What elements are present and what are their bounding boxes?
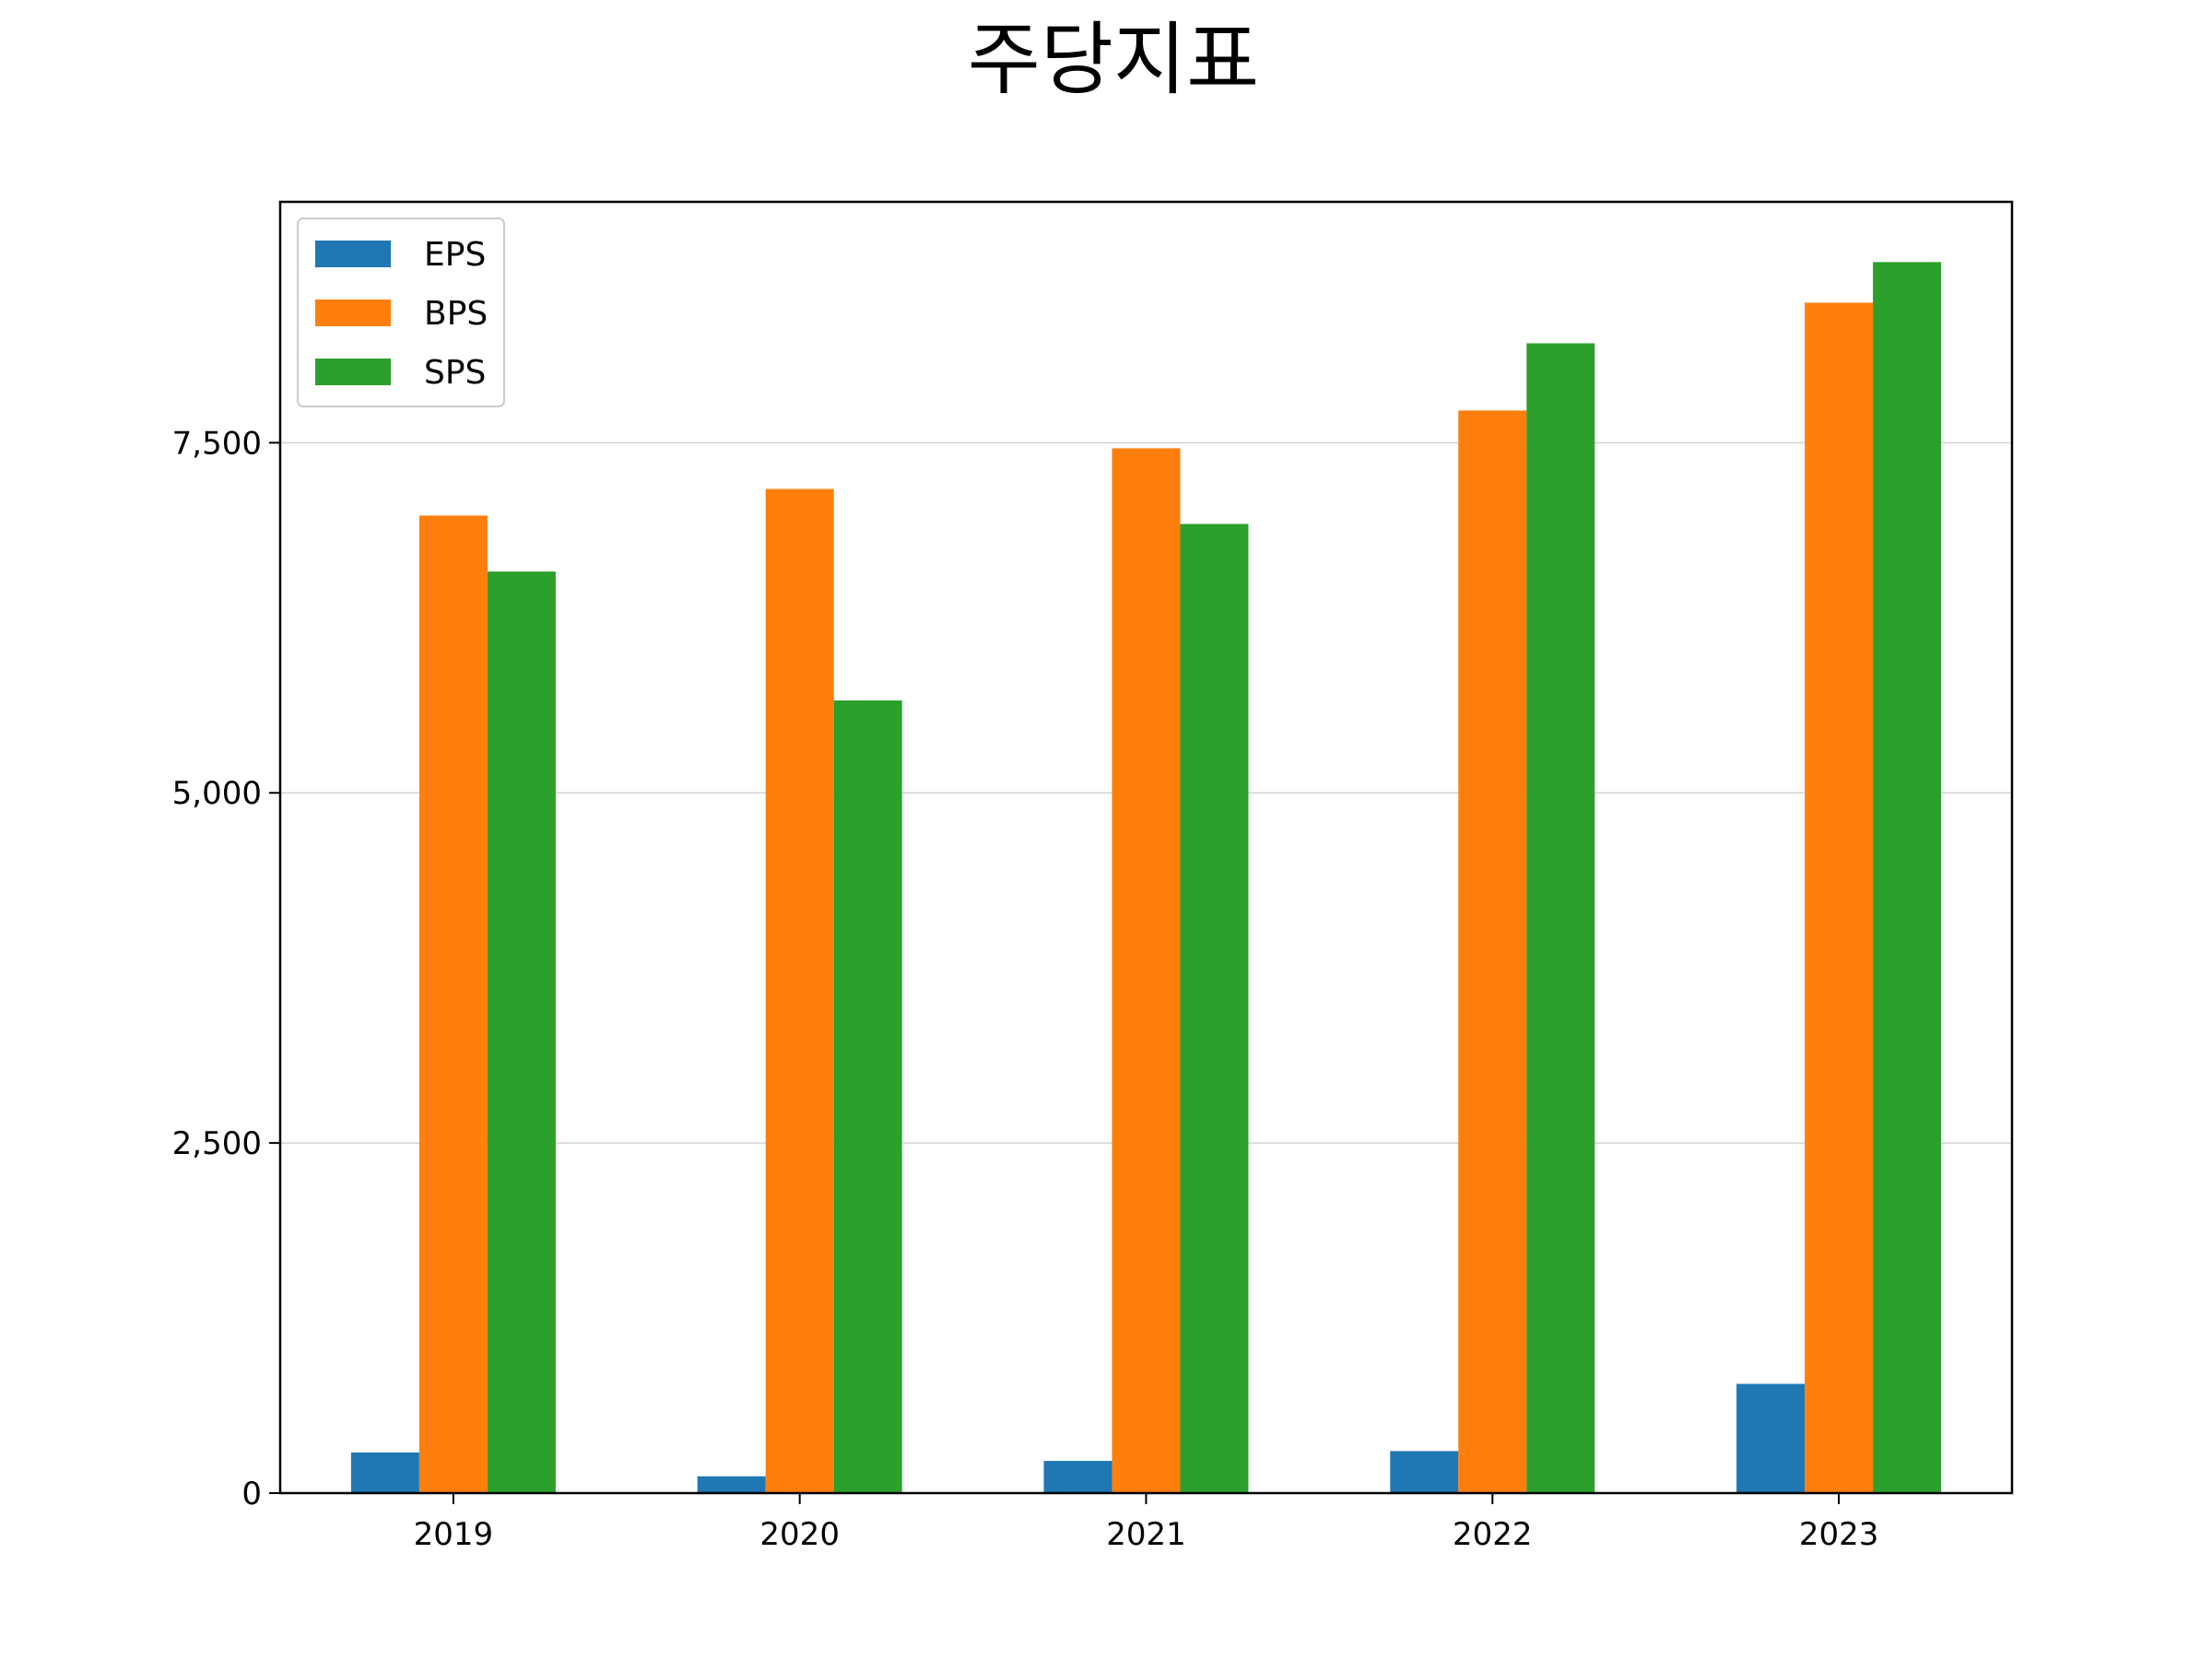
legend-swatch-bps [315, 300, 391, 326]
x-tick-label: 2022 [1453, 1516, 1533, 1553]
bar-eps-2023 [1736, 1383, 1806, 1493]
bar-sps-2019 [487, 571, 556, 1493]
legend-label-bps: BPS [424, 295, 488, 333]
y-tick-label: 0 [241, 1476, 262, 1512]
chart-title: 주당지표 [968, 14, 1259, 106]
bar-sps-2021 [1180, 524, 1249, 1493]
bar-bps-2022 [1458, 410, 1527, 1493]
legend: EPS BPS SPS [297, 218, 505, 407]
y-tick-label: 7,500 [172, 425, 262, 462]
bar-sps-2020 [833, 700, 902, 1493]
bar-eps-2019 [350, 1452, 419, 1493]
y-tick-label: 5,000 [172, 775, 262, 812]
x-tick-label: 2023 [1799, 1516, 1879, 1553]
y-tick-label: 2,500 [172, 1125, 262, 1162]
legend-label-sps: SPS [424, 354, 486, 392]
bars [350, 262, 1942, 1494]
bar-bps-2019 [418, 515, 488, 1494]
x-tick-label: 2021 [1106, 1516, 1186, 1553]
x-axis: 2019 2020 2021 2022 2023 [414, 1493, 1879, 1553]
legend-swatch-eps [315, 241, 391, 267]
bar-bps-2021 [1112, 448, 1181, 1493]
bar-sps-2022 [1526, 343, 1595, 1493]
x-tick-label: 2020 [759, 1516, 840, 1553]
x-tick-label: 2019 [414, 1516, 494, 1553]
legend-label-eps: EPS [424, 236, 486, 274]
legend-swatch-sps [315, 359, 391, 385]
bar-sps-2023 [1873, 262, 1942, 1493]
bar-eps-2020 [697, 1476, 766, 1493]
y-axis: 0 2,500 5,000 7,500 [172, 425, 280, 1512]
bar-bps-2023 [1805, 302, 1874, 1493]
bar-eps-2022 [1390, 1451, 1459, 1493]
bar-eps-2021 [1043, 1461, 1112, 1493]
bar-bps-2020 [765, 488, 834, 1493]
